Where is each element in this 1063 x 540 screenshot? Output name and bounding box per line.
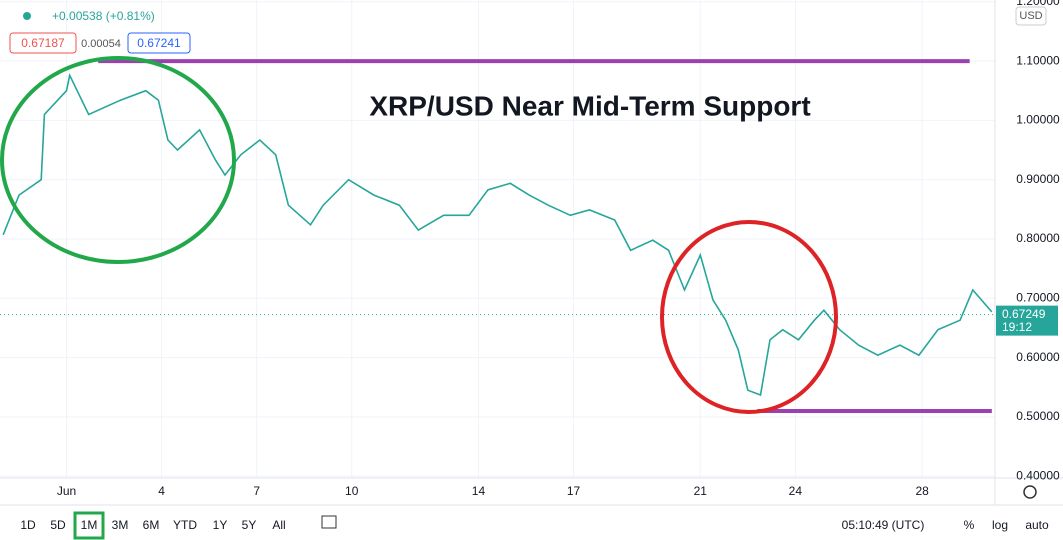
plot bbox=[0, 59, 995, 413]
bid: 0.67187 bbox=[21, 36, 65, 50]
toolbar: 1D 5D 1M 3M 6M YTD 1Y 5Y All bbox=[20, 511, 286, 540]
x-tick-label: 21 bbox=[694, 484, 708, 498]
x-tick-label: 14 bbox=[472, 484, 486, 498]
range-button[interactable]: 1M bbox=[81, 518, 98, 532]
range-button[interactable]: 1Y bbox=[213, 518, 228, 532]
last-price-tag bbox=[996, 305, 1058, 336]
y-tick-label: 0.40000 bbox=[1016, 468, 1060, 482]
log-toggle[interactable]: log bbox=[992, 518, 1008, 532]
date-range-icon[interactable] bbox=[321, 515, 337, 529]
status-dot bbox=[23, 12, 31, 20]
x-tick-label: 10 bbox=[345, 484, 359, 498]
x-tick-label: 28 bbox=[915, 484, 929, 498]
x-tick-label: Jun bbox=[57, 484, 76, 498]
settings-icon[interactable] bbox=[1023, 485, 1037, 499]
chart-title: XRP/USD Near Mid-Term Support bbox=[369, 90, 810, 121]
ask: 0.67241 bbox=[137, 36, 181, 50]
range-button[interactable]: 6M bbox=[143, 518, 160, 532]
y-tick-label: 1.00000 bbox=[1016, 113, 1060, 127]
y-tick-label: 0.90000 bbox=[1016, 172, 1060, 186]
auto-toggle[interactable]: auto bbox=[1025, 518, 1049, 532]
range-button[interactable]: YTD bbox=[173, 518, 197, 532]
clock: 05:10:49 (UTC) bbox=[842, 518, 925, 532]
highlight-circle bbox=[660, 220, 838, 414]
bid-box[interactable] bbox=[9, 32, 77, 54]
range-button[interactable]: All bbox=[272, 518, 285, 532]
grid bbox=[0, 0, 995, 478]
range-button[interactable]: 5D bbox=[50, 518, 66, 532]
x-tick-label: 4 bbox=[158, 484, 165, 498]
percent-toggle[interactable]: % bbox=[964, 518, 975, 532]
active-range-box bbox=[73, 511, 105, 540]
price-line bbox=[2, 72, 993, 397]
last-price-label: 0.67249 bbox=[1002, 307, 1046, 321]
ask-box[interactable] bbox=[127, 32, 191, 54]
highlight-circle bbox=[0, 56, 236, 264]
currency: USD bbox=[1019, 10, 1042, 22]
y-tick-label: 1.20000 bbox=[1016, 0, 1060, 8]
y-tick-label: 0.60000 bbox=[1016, 350, 1060, 364]
range-button[interactable]: 3M bbox=[112, 518, 129, 532]
change: +0.00538 (+0.81%) bbox=[52, 9, 155, 23]
y-tick-label: 0.70000 bbox=[1016, 290, 1060, 304]
range-button[interactable]: 5Y bbox=[242, 518, 257, 532]
x-tick-label: 7 bbox=[253, 484, 260, 498]
currency-box[interactable] bbox=[1015, 6, 1047, 26]
range-button[interactable]: 1D bbox=[20, 518, 36, 532]
x-tick-label: 17 bbox=[567, 484, 581, 498]
y-tick-label: 1.10000 bbox=[1016, 53, 1060, 67]
spread: 0.00054 bbox=[81, 38, 121, 50]
countdown: 19:12 bbox=[1002, 320, 1032, 334]
x-tick-label: 24 bbox=[789, 484, 803, 498]
y-tick-label: 0.80000 bbox=[1016, 231, 1060, 245]
y-tick-label: 0.50000 bbox=[1016, 409, 1060, 423]
